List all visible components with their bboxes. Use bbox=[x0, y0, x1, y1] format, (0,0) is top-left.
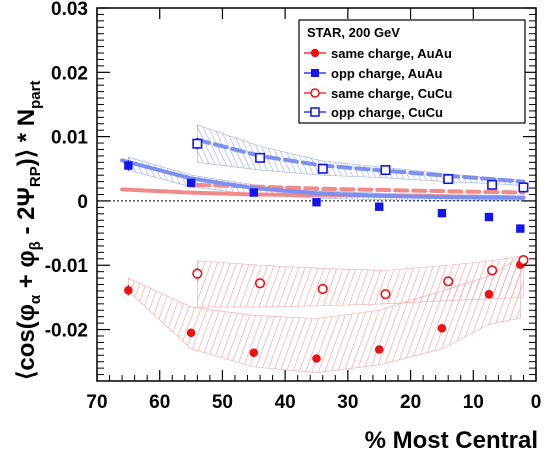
model-curve bbox=[120, 158, 526, 200]
x-tick-label: 60 bbox=[149, 392, 170, 413]
x-tick-label: 10 bbox=[463, 392, 484, 413]
x-tick-label: 50 bbox=[212, 392, 233, 413]
legend-box bbox=[298, 19, 526, 124]
legend-entry-opp-auau: opp charge, AuAu bbox=[304, 66, 443, 81]
data-point bbox=[487, 179, 498, 190]
legend-entry-opp-cucu: opp charge, CuCu bbox=[304, 105, 443, 120]
data-point bbox=[484, 212, 494, 222]
data-point bbox=[249, 348, 259, 358]
legend-header: STAR, 200 GeV bbox=[307, 25, 400, 40]
legend-entry-same-auau: same charge, AuAu bbox=[304, 46, 452, 61]
y-axis-title: ⟨cos(φα + φβ - 2ΨRP)⟩ * Npart bbox=[13, 81, 44, 380]
data-point bbox=[124, 286, 133, 295]
y-tick-label: 0.02 bbox=[51, 63, 88, 84]
y-title-minus: - 2Ψ bbox=[13, 187, 40, 241]
data-point bbox=[374, 345, 384, 354]
y-title-plus: + φ bbox=[13, 250, 40, 295]
legend-label-same-auau: same charge, AuAu bbox=[331, 46, 452, 61]
x-tick-label: 20 bbox=[400, 392, 421, 413]
data-point bbox=[443, 174, 454, 185]
x-axis-title: % Most Central bbox=[365, 427, 538, 454]
systematic-bands bbox=[128, 124, 524, 373]
data-point bbox=[518, 182, 529, 193]
legend-entry-same-cucu: same charge, CuCu bbox=[304, 86, 452, 101]
y-title-close: )⟩ * N bbox=[13, 109, 40, 166]
y-title-sub-beta: β bbox=[27, 241, 44, 250]
data-point bbox=[317, 283, 328, 295]
x-tick-label: 40 bbox=[275, 392, 296, 413]
data-point bbox=[192, 138, 203, 149]
data-point bbox=[518, 254, 529, 266]
data-point bbox=[317, 163, 328, 174]
data-point bbox=[312, 198, 321, 207]
y-tick-label: -0.01 bbox=[45, 256, 89, 277]
legend-label-opp-auau: opp charge, AuAu bbox=[331, 66, 443, 81]
data-point bbox=[516, 224, 525, 233]
data-point bbox=[437, 323, 447, 333]
y-tick-label: 0.03 bbox=[51, 0, 88, 20]
legend: STAR, 200 GeV same charge, AuAu opp char… bbox=[298, 19, 526, 124]
data-point bbox=[437, 208, 447, 218]
y-title-sub-alpha: α bbox=[27, 294, 44, 304]
data-point bbox=[312, 354, 321, 363]
data-point bbox=[254, 278, 266, 289]
data-point bbox=[375, 202, 384, 211]
data-point bbox=[380, 289, 391, 300]
data-point bbox=[186, 178, 196, 188]
legend-label-opp-cucu: opp charge, CuCu bbox=[331, 105, 443, 120]
y-tick-label: 0 bbox=[77, 192, 88, 213]
systematic-band bbox=[197, 255, 524, 308]
x-tick-label: 0 bbox=[531, 392, 542, 413]
y-tick-label: 0.01 bbox=[51, 128, 88, 149]
data-points bbox=[124, 137, 529, 363]
data-point bbox=[443, 276, 454, 287]
data-point bbox=[380, 165, 391, 176]
x-tick-label: 30 bbox=[337, 392, 358, 413]
legend-label-same-cucu: same charge, CuCu bbox=[331, 86, 452, 101]
data-point bbox=[484, 289, 494, 299]
axis-ticks: 70 60 50 40 30 20 10 0 0.03 0.02 0.01 0 -0.01 -0.02 bbox=[45, 0, 542, 413]
y-title-open: ⟨cos(φ bbox=[13, 304, 40, 380]
data-point bbox=[249, 188, 258, 197]
data-point bbox=[192, 268, 203, 279]
data-point bbox=[186, 328, 196, 338]
y-title-sub-rp: RP bbox=[27, 166, 44, 187]
data-point bbox=[124, 161, 133, 170]
y-tick-label: -0.02 bbox=[45, 321, 88, 342]
y-title-sub-part: part bbox=[27, 81, 44, 109]
systematic-band bbox=[128, 256, 521, 373]
x-tick-label: 70 bbox=[86, 392, 107, 413]
data-point bbox=[487, 265, 498, 276]
data-point bbox=[255, 152, 266, 163]
